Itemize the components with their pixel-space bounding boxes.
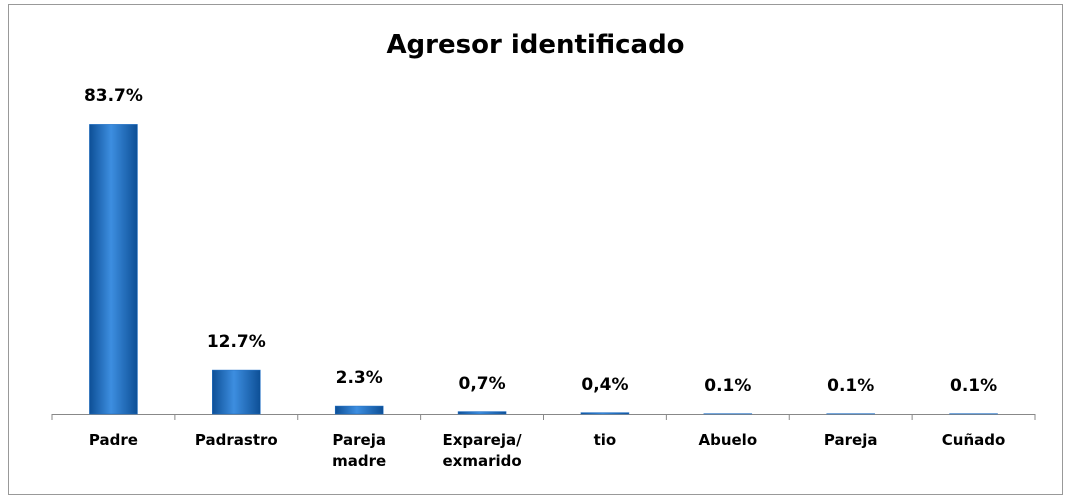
bar <box>457 411 507 415</box>
x-tick-label: Padre <box>88 431 138 449</box>
data-label: 0.1% <box>827 375 875 396</box>
data-label: 83.7% <box>83 86 143 107</box>
data-label: 0.1% <box>704 375 752 396</box>
data-label: 0,7% <box>458 373 506 394</box>
x-tick-label: Padrastro <box>194 431 278 449</box>
chart-border <box>8 4 1063 495</box>
data-label: 12.7% <box>206 332 266 353</box>
x-tick-label: Abuelo <box>698 431 758 449</box>
bar <box>89 124 138 415</box>
bar <box>334 405 384 415</box>
bar <box>212 369 261 415</box>
x-tick-label: Cuñado <box>941 431 1006 449</box>
x-tick-label: Expareja/ exmarido <box>442 431 522 470</box>
x-tick-label: Pareja madre <box>332 431 387 470</box>
data-label: 0,4% <box>581 374 629 395</box>
chart-title: Agresor identificado <box>386 30 685 60</box>
data-label: 2.3% <box>335 368 383 389</box>
x-tick-label: Pareja <box>823 431 878 449</box>
data-label: 0.1% <box>949 375 998 396</box>
bar <box>580 412 630 415</box>
x-tick-label: tio <box>593 431 617 449</box>
